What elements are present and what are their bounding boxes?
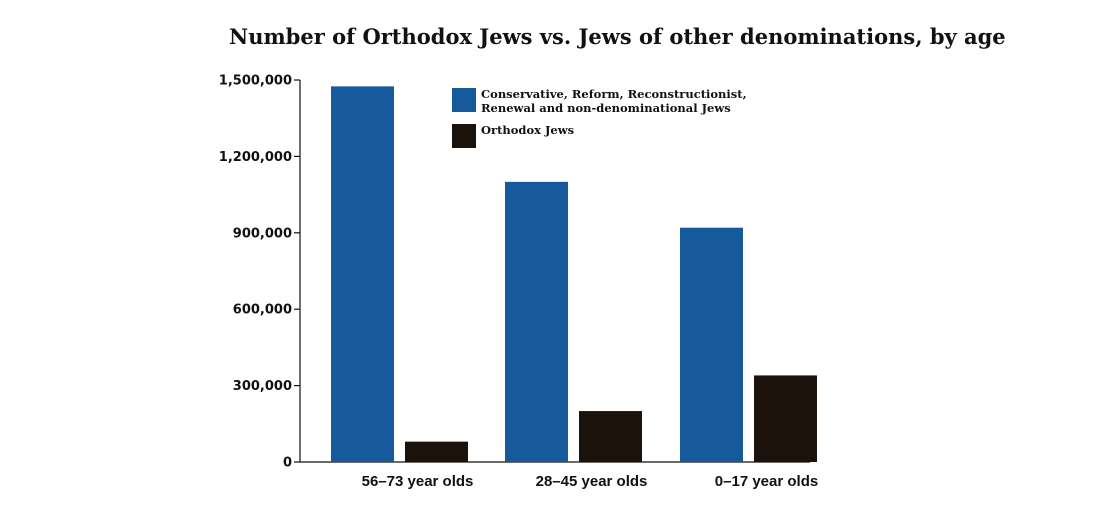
legend-swatch-series-1: [452, 88, 476, 112]
y-tick-label: 900,000: [233, 226, 292, 241]
bar-series-2-cat-1: [405, 441, 468, 462]
legend-label: Orthodox Jews: [481, 123, 574, 137]
bar-series-1-cat-2: [505, 181, 568, 462]
legend-swatch-series-2: [452, 124, 476, 148]
bars: [331, 86, 817, 462]
y-tick-label: 1,200,000: [219, 150, 292, 165]
legend-label: Conservative, Reform, Reconstructionist,: [481, 87, 747, 101]
bar-series-1-cat-1: [331, 86, 394, 462]
y-tick-label: 600,000: [233, 303, 292, 318]
bar-series-2-cat-3: [754, 375, 817, 462]
category-labels: 56–73 year olds 28–45 year olds 0–17 year …: [362, 473, 819, 490]
chart-title: Number of Orthodox Jews vs. Jews of othe…: [229, 24, 1006, 49]
bar-series-2-cat-2: [579, 411, 642, 462]
legend: Conservative, Reform, Reconstructionist,…: [452, 87, 747, 148]
category-label: 0–17 year olds: [715, 473, 818, 490]
y-tick-label: 0: [283, 456, 292, 471]
y-axis-ticks: 0 300,000 600,000 900,000 1,200,000 1,500,000: [219, 74, 300, 471]
legend-label: Renewal and non-denominational Jews: [481, 101, 731, 115]
category-label: 56–73 year olds: [362, 473, 474, 490]
category-label: 28–45 year olds: [536, 473, 648, 490]
y-tick-label: 300,000: [233, 379, 292, 394]
bar-series-1-cat-3: [680, 227, 743, 462]
y-tick-label: 1,500,000: [219, 74, 292, 89]
